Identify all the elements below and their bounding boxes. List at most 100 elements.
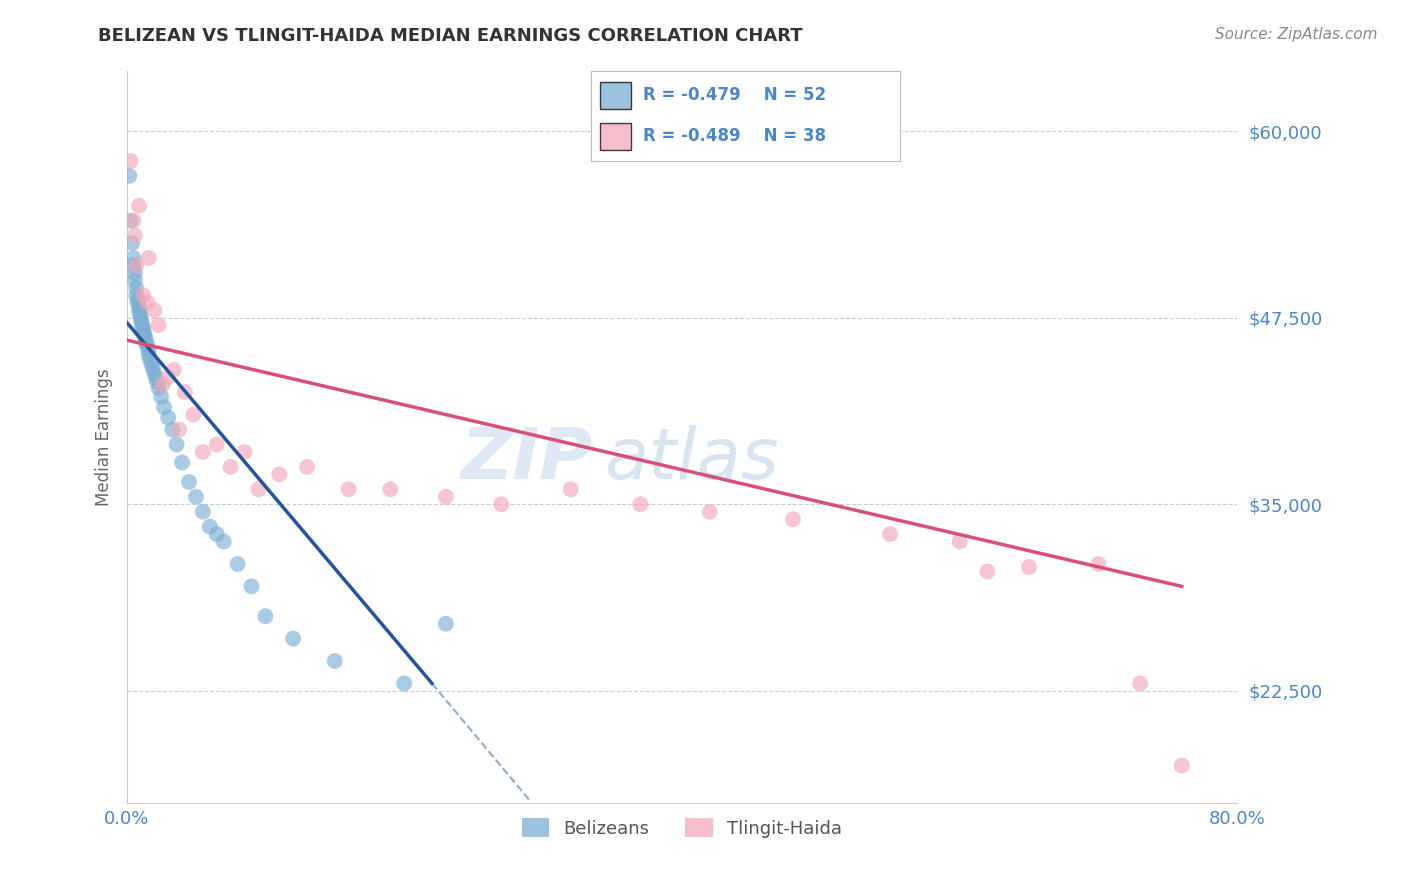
Point: [1170, 758, 1192, 772]
Text: Source: ZipAtlas.com: Source: ZipAtlas.com: [1215, 27, 1378, 42]
Point: [135, 333, 157, 347]
Point: [198, 519, 221, 533]
Point: [153, 401, 176, 415]
Point: [1129, 676, 1152, 690]
Point: [132, 324, 155, 338]
Y-axis label: Median Earnings: Median Earnings: [94, 368, 112, 506]
Point: [491, 497, 513, 511]
Point: [269, 467, 291, 482]
Point: [124, 266, 146, 280]
Point: [177, 475, 200, 489]
Point: [323, 654, 346, 668]
Text: BELIZEAN VS TLINGIT-HAIDA MEDIAN EARNINGS CORRELATION CHART: BELIZEAN VS TLINGIT-HAIDA MEDIAN EARNING…: [98, 27, 803, 45]
Point: [131, 318, 153, 332]
Point: [205, 437, 228, 451]
Point: [181, 408, 204, 422]
Point: [394, 676, 416, 690]
Point: [152, 377, 174, 392]
Point: [127, 293, 149, 307]
Point: [134, 327, 156, 342]
Point: [173, 385, 195, 400]
Point: [122, 259, 145, 273]
Point: [295, 459, 318, 474]
Point: [128, 304, 150, 318]
Point: [163, 363, 186, 377]
Point: [139, 352, 162, 367]
Point: [138, 251, 160, 265]
Point: [434, 616, 457, 631]
Text: ZIP: ZIP: [461, 425, 593, 493]
Point: [127, 295, 149, 310]
Point: [150, 390, 173, 404]
Point: [148, 318, 170, 332]
Point: [138, 343, 160, 358]
Point: [162, 423, 184, 437]
Point: [132, 288, 155, 302]
Point: [124, 228, 146, 243]
Point: [254, 609, 277, 624]
Point: [699, 505, 721, 519]
Point: [131, 315, 153, 329]
FancyBboxPatch shape: [600, 123, 631, 150]
Point: [169, 423, 191, 437]
Point: [125, 259, 148, 273]
Point: [628, 497, 651, 511]
Point: [205, 527, 228, 541]
Text: atlas: atlas: [605, 425, 779, 493]
Point: [134, 330, 156, 344]
Point: [233, 445, 256, 459]
Point: [129, 310, 152, 325]
Point: [212, 534, 235, 549]
Point: [121, 235, 143, 250]
Point: [172, 455, 194, 469]
Point: [143, 303, 166, 318]
Point: [281, 632, 304, 646]
Point: [124, 273, 146, 287]
Point: [146, 375, 169, 389]
Point: [138, 348, 160, 362]
Point: [247, 483, 270, 497]
Point: [132, 321, 155, 335]
Point: [434, 490, 457, 504]
Point: [128, 300, 150, 314]
Point: [1087, 557, 1109, 571]
Point: [148, 381, 170, 395]
Point: [136, 295, 159, 310]
Point: [184, 490, 207, 504]
Point: [122, 213, 145, 227]
Point: [142, 361, 165, 376]
Point: [219, 459, 242, 474]
Point: [191, 445, 214, 459]
Point: [976, 565, 998, 579]
Point: [948, 534, 970, 549]
Point: [128, 199, 150, 213]
Point: [136, 339, 159, 353]
Point: [337, 483, 360, 497]
Point: [380, 483, 402, 497]
Point: [125, 281, 148, 295]
Point: [191, 505, 214, 519]
Point: [226, 557, 249, 571]
Point: [143, 366, 166, 380]
Point: [879, 527, 901, 541]
Text: R = -0.479    N = 52: R = -0.479 N = 52: [643, 87, 827, 104]
Point: [120, 153, 142, 168]
Point: [120, 213, 142, 227]
Point: [141, 357, 163, 371]
Point: [135, 336, 157, 351]
Point: [145, 370, 167, 384]
Point: [157, 370, 180, 384]
Legend: Belizeans, Tlingit-Haida: Belizeans, Tlingit-Haida: [515, 811, 849, 845]
Point: [129, 308, 152, 322]
Point: [122, 251, 145, 265]
Point: [166, 437, 188, 451]
Point: [782, 512, 804, 526]
Point: [125, 288, 148, 302]
Point: [240, 579, 263, 593]
Point: [1018, 560, 1040, 574]
Point: [157, 410, 180, 425]
Point: [560, 483, 582, 497]
FancyBboxPatch shape: [600, 82, 631, 109]
Text: R = -0.489    N = 38: R = -0.489 N = 38: [643, 128, 827, 145]
Point: [118, 169, 141, 183]
